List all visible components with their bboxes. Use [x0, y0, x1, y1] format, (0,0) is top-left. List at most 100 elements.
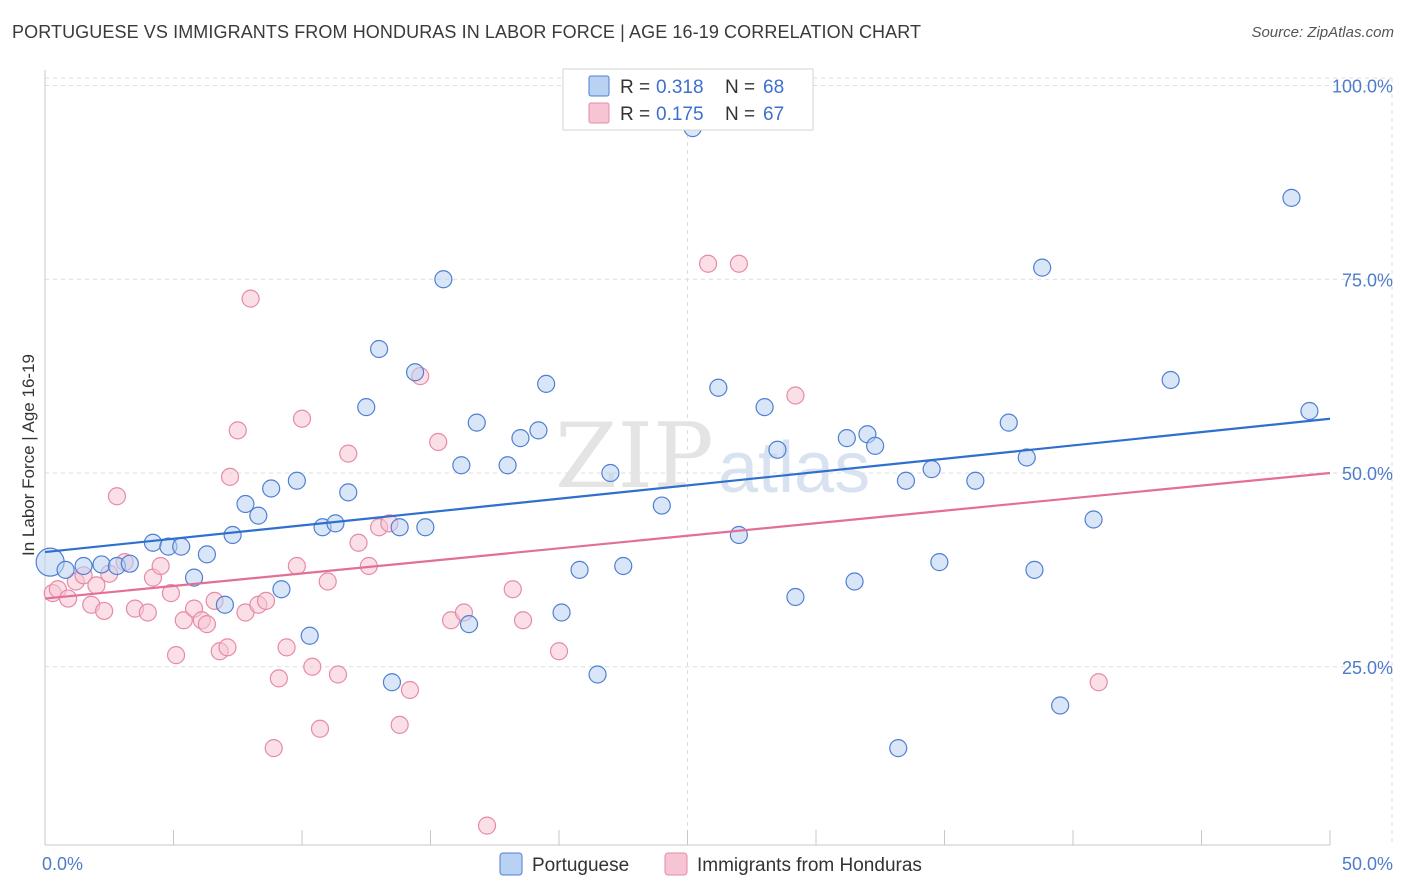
portuguese-point-21	[339, 483, 358, 502]
legend-n-value-portuguese: 68	[763, 77, 784, 98]
honduras-point-31	[269, 669, 288, 688]
chart-title: PORTUGUESE VS IMMIGRANTS FROM HONDURAS I…	[12, 22, 922, 42]
honduras-point-55	[729, 254, 749, 273]
portuguese-point-23	[370, 339, 389, 359]
portuguese-point-16	[272, 580, 291, 599]
series-honduras-points	[43, 254, 1108, 835]
honduras-point-35	[303, 657, 322, 676]
portuguese-point-48	[837, 429, 856, 448]
portuguese-point-62	[1084, 510, 1103, 529]
legend-swatch-honduras	[588, 102, 610, 124]
honduras-point-29	[256, 591, 276, 610]
honduras-point-54	[698, 254, 718, 273]
honduras-point-47	[429, 432, 448, 452]
portuguese-point-10	[197, 545, 217, 564]
portuguese-point-2	[74, 556, 93, 576]
portuguese-point-41	[652, 496, 671, 515]
honduras-point-33	[287, 556, 306, 576]
portuguese-point-9	[184, 568, 204, 587]
honduras-point-20	[197, 615, 217, 634]
portuguese-point-34	[529, 421, 548, 440]
portuguese-point-35	[537, 374, 556, 393]
portuguese-point-63	[1161, 370, 1180, 390]
portuguese-point-32	[498, 456, 517, 475]
portuguese-point-65	[1300, 401, 1319, 421]
portuguese-point-40	[614, 556, 633, 576]
legend-n-value-honduras: 67	[763, 104, 784, 125]
portuguese-point-36	[552, 603, 571, 622]
portuguese-point-12	[223, 525, 242, 545]
y-tick-label-1: 50.0%	[1342, 464, 1393, 484]
portuguese-point-24	[382, 673, 402, 692]
x-tick-label-max: 50.0%	[1342, 854, 1393, 874]
series-portuguese-points	[35, 119, 1319, 758]
honduras-point-16	[166, 646, 186, 665]
portuguese-point-46	[768, 440, 787, 459]
honduras-point-27	[241, 289, 260, 308]
portuguese-point-18	[300, 626, 319, 645]
honduras-point-32	[277, 638, 296, 657]
honduras-point-17	[174, 611, 193, 630]
honduras-point-45	[400, 680, 420, 700]
honduras-point-57	[1089, 673, 1108, 692]
portuguese-point-33	[511, 429, 530, 448]
honduras-point-51	[503, 580, 522, 599]
portuguese-point-3	[92, 555, 111, 574]
portuguese-point-14	[249, 506, 268, 525]
y-tick-label-2: 75.0%	[1342, 270, 1393, 290]
honduras-point-24	[220, 467, 240, 486]
portuguese-point-11	[215, 595, 234, 614]
honduras-point-39	[339, 444, 358, 463]
portuguese-point-43	[709, 378, 728, 397]
legend-r-value-honduras: 0.175	[656, 104, 704, 125]
honduras-point-7	[95, 601, 114, 621]
portuguese-point-29	[452, 456, 471, 475]
honduras-point-37	[318, 572, 337, 591]
legend-swatch-portuguese	[588, 75, 610, 97]
honduras-point-12	[138, 603, 157, 622]
x-ticks	[44, 830, 1331, 845]
honduras-point-23	[218, 638, 237, 657]
y-tick-label-0: 25.0%	[1342, 658, 1393, 678]
bottom-legend-swatch-portuguese	[499, 852, 523, 876]
portuguese-point-39	[601, 463, 620, 483]
y-axis-label: In Labor Force | Age 16-19	[19, 354, 38, 556]
honduras-point-9	[107, 487, 127, 506]
honduras-point-44	[390, 715, 409, 734]
x-tick-label-min: 0.0%	[42, 854, 83, 874]
portuguese-point-30	[459, 615, 479, 634]
portuguese-point-26	[405, 363, 425, 382]
honduras-point-25	[228, 421, 247, 440]
y-tick-label-3: 100.0%	[1332, 77, 1393, 97]
portuguese-point-1	[56, 560, 75, 579]
bottom-legend: Portuguese Immigrants from Honduras	[499, 852, 922, 876]
portuguese-point-47	[786, 587, 805, 607]
portuguese-point-45	[755, 398, 774, 417]
y-tick-labels: 25.0% 50.0% 75.0% 100.0%	[1332, 77, 1393, 678]
legend-r-value-portuguese: 0.318	[656, 77, 704, 98]
honduras-point-52	[513, 611, 533, 630]
portuguese-point-17	[287, 471, 306, 490]
honduras-point-34	[292, 409, 312, 428]
portuguese-point-13	[236, 494, 255, 514]
portuguese-point-52	[889, 739, 908, 758]
honduras-point-2	[59, 589, 78, 608]
honduras-point-36	[310, 719, 330, 738]
bottom-legend-label-portuguese: Portuguese	[532, 855, 629, 876]
legend: R = 0.318 N = 68 R = 0.175 N = 67	[562, 68, 814, 131]
portuguese-point-64	[1282, 188, 1301, 207]
portuguese-point-51	[866, 436, 885, 455]
portuguese-point-25	[390, 518, 409, 537]
legend-n-label-portuguese: N =	[725, 77, 755, 98]
honduras-point-38	[328, 665, 348, 684]
portuguese-point-59	[1025, 560, 1044, 579]
portuguese-point-15	[262, 479, 281, 498]
portuguese-point-38	[588, 665, 607, 684]
bottom-legend-label-honduras: Immigrants from Honduras	[697, 855, 922, 876]
portuguese-point-28	[434, 270, 453, 289]
honduras-point-56	[786, 386, 805, 405]
honduras-point-40	[349, 533, 368, 552]
legend-n-label-honduras: N =	[725, 104, 755, 125]
portuguese-point-55	[930, 553, 949, 572]
